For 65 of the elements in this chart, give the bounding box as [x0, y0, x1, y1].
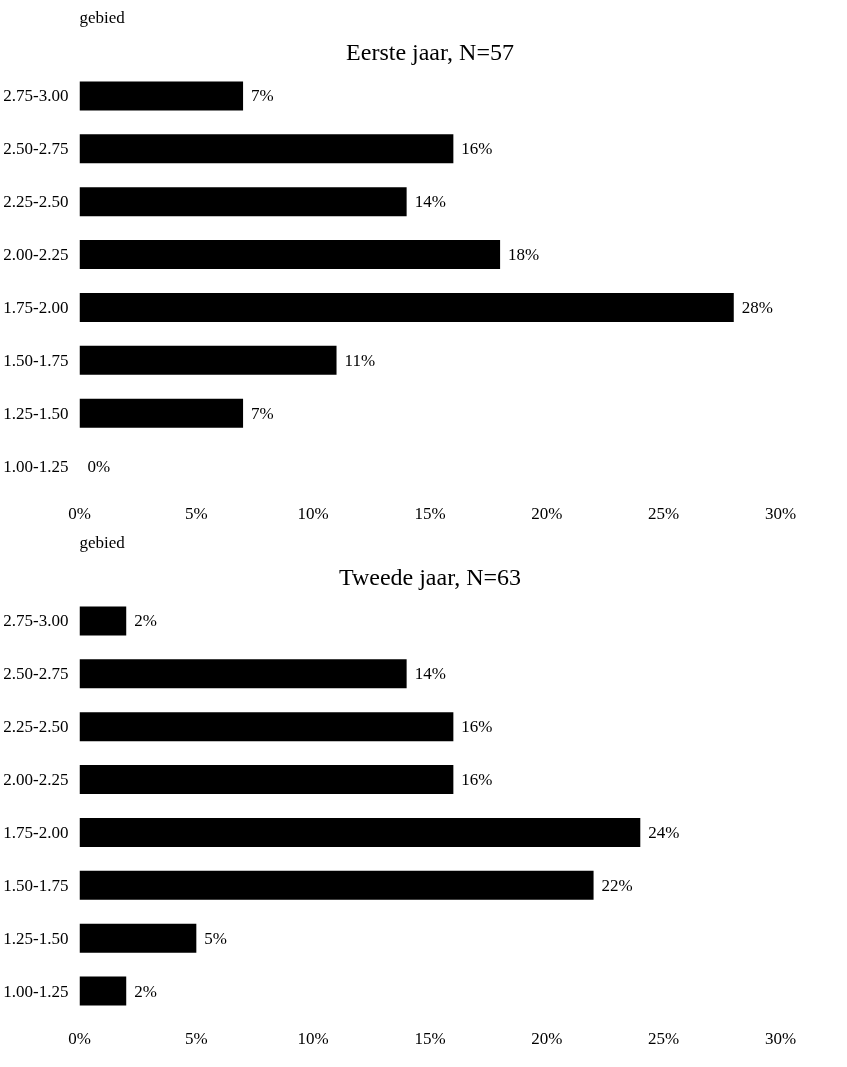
x-tick-label: 5%: [185, 1028, 208, 1048]
bar: [79, 923, 197, 953]
y-tick-label: 1.00-1.25: [3, 981, 69, 1001]
data-label: 28%: [741, 297, 773, 317]
data-label: 5%: [204, 928, 228, 948]
x-tick-label: 20%: [531, 1028, 563, 1048]
x-tick-label: 15%: [414, 503, 446, 523]
data-label: 16%: [461, 139, 493, 159]
bar: [79, 606, 127, 636]
y-tick-label: 2.50-2.75: [3, 139, 69, 159]
data-label: 24%: [648, 822, 680, 842]
y-tick-label: 1.50-1.75: [3, 875, 69, 895]
data-label: 16%: [461, 717, 493, 737]
data-label: 14%: [414, 192, 446, 212]
data-label: 22%: [601, 875, 633, 895]
y-tick-label: 1.75-2.00: [3, 822, 69, 842]
data-label: 18%: [508, 245, 540, 265]
data-label: 14%: [414, 664, 446, 684]
bar: [79, 187, 407, 217]
bar: [79, 398, 244, 428]
x-tick-label: 0%: [68, 503, 91, 523]
y-tick-label: 2.25-2.50: [3, 192, 69, 212]
bar: [79, 345, 337, 375]
data-label: 11%: [344, 350, 376, 370]
y-tick-label: 1.00-1.25: [3, 456, 69, 476]
x-tick-label: 10%: [297, 503, 329, 523]
bar: [79, 240, 501, 270]
y-axis-title: gebied: [79, 532, 126, 552]
y-axis-title: gebied: [79, 7, 126, 27]
x-tick-label: 15%: [414, 1028, 446, 1048]
x-tick-label: 25%: [648, 1028, 680, 1048]
x-tick-label: 10%: [297, 1028, 329, 1048]
data-label: 2%: [134, 981, 157, 1001]
data-label: 2%: [134, 611, 157, 631]
chart-title: Tweede jaar, N=63: [338, 563, 522, 590]
y-tick-label: 2.25-2.50: [3, 717, 69, 737]
y-tick-label: 1.50-1.75: [3, 350, 69, 370]
bar: [79, 659, 407, 689]
bar: [79, 817, 641, 847]
y-tick-label: 2.50-2.75: [3, 664, 69, 684]
bar: [79, 134, 454, 164]
bar: [79, 712, 454, 742]
bar: [79, 765, 454, 795]
data-label: 0%: [87, 456, 111, 476]
x-tick-label: 30%: [764, 503, 797, 523]
data-label: 7%: [251, 403, 274, 423]
y-tick-label: 2.75-3.00: [3, 611, 69, 631]
data-label: 16%: [461, 770, 493, 790]
chart-title: Eerste jaar, N=57: [346, 38, 514, 65]
x-tick-label: 0%: [68, 1028, 91, 1048]
bar: [79, 292, 734, 322]
bar: [79, 81, 244, 111]
bar: [79, 870, 594, 900]
x-tick-label: 20%: [531, 503, 563, 523]
data-label: 7%: [251, 86, 274, 106]
y-tick-label: 1.25-1.50: [3, 403, 69, 423]
y-tick-label: 2.00-2.25: [3, 245, 69, 265]
x-tick-label: 5%: [185, 503, 208, 523]
y-tick-label: 1.75-2.00: [3, 297, 69, 317]
x-tick-label: 25%: [648, 503, 680, 523]
y-tick-label: 2.00-2.25: [3, 770, 69, 790]
bar: [79, 976, 127, 1006]
x-tick-label: 30%: [764, 1028, 797, 1048]
y-tick-label: 1.25-1.50: [3, 928, 69, 948]
y-tick-label: 2.75-3.00: [3, 86, 69, 106]
